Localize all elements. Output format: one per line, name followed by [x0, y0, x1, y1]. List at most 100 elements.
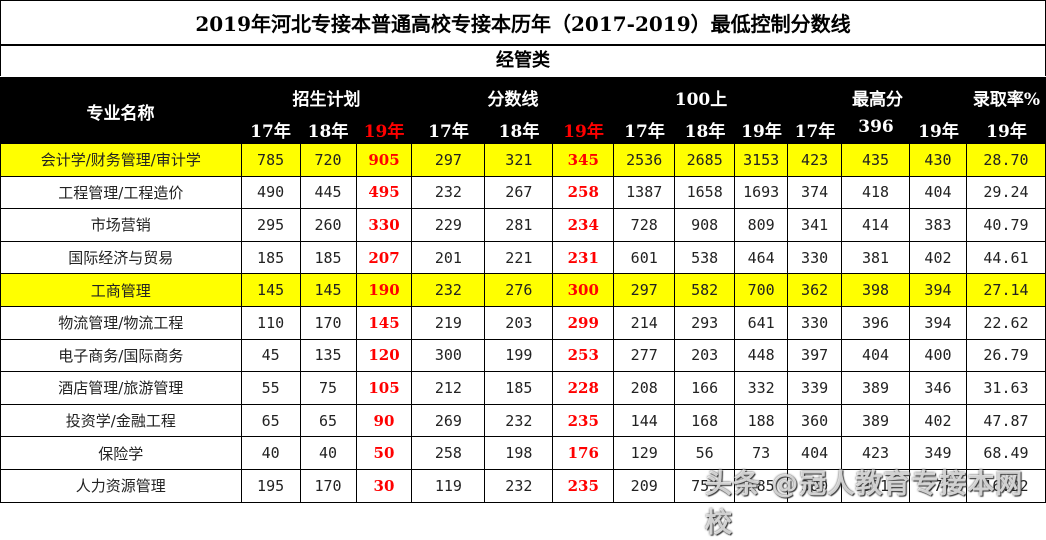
subheader-max-18: 396 — [858, 117, 894, 137]
subheader-100-17: 17年 — [624, 122, 665, 142]
value-cell: 198 — [484, 436, 554, 470]
value-cell: 1387 — [613, 175, 676, 210]
value-cell: 90 — [355, 403, 413, 438]
value-cell: 119 — [411, 468, 486, 503]
value-cell: 235 — [552, 403, 615, 438]
value-cell: 29.24 — [965, 175, 1046, 210]
header-major-name: 专业名称 — [86, 104, 155, 124]
value-cell: 601 — [613, 240, 676, 275]
score-table: 会计学/财务管理/审计学 785 720 905 297 321 345 2536 2685 31… — [0, 143, 1046, 503]
value-cell: 362 — [787, 273, 843, 307]
value-cell: 185 — [299, 240, 357, 275]
value-cell: 258 — [552, 175, 615, 210]
major-name-cell: 人力资源管理 — [0, 468, 242, 503]
value-cell: 166 — [674, 371, 736, 405]
table-row: 物流管理/物流工程 110 170 145 219 203 299 214 293 641 330 3… — [0, 305, 1046, 340]
subheader-plan-17: 17年 — [250, 122, 291, 142]
value-cell: 135 — [299, 338, 357, 373]
value-cell: 908 — [674, 208, 736, 242]
value-cell: 27.14 — [965, 273, 1046, 307]
value-cell: 300 — [411, 338, 486, 373]
header-group-admission-rate: 录取率% — [972, 90, 1041, 110]
value-cell: 232 — [411, 273, 486, 307]
value-cell: 40 — [299, 436, 357, 470]
value-cell: 345 — [552, 143, 615, 177]
value-cell: 404 — [787, 436, 843, 470]
value-cell: 28.70 — [965, 143, 1046, 177]
value-cell: 435 — [841, 143, 910, 177]
value-cell: 300 — [552, 273, 615, 307]
subheader-plan-19: 19年 — [363, 122, 405, 142]
value-cell: 144 — [613, 403, 676, 438]
value-cell: 190 — [355, 273, 413, 307]
value-cell: 414 — [841, 208, 910, 242]
value-cell: 269 — [411, 403, 486, 438]
value-cell: 55 — [240, 371, 301, 405]
header-group-enrollment: 招生计划 — [292, 90, 361, 110]
table-row: 工商管理 145 145 190 232 276 300 297 582 700 362 398 394… — [0, 273, 1046, 307]
value-cell: 389 — [841, 403, 910, 438]
header-group-100-above: 100上 — [674, 90, 728, 110]
value-cell: 176 — [552, 436, 615, 470]
value-cell: 212 — [411, 371, 486, 405]
value-cell: 232 — [484, 403, 554, 438]
value-cell: 397 — [787, 338, 843, 373]
value-cell: 394 — [909, 273, 967, 307]
value-cell: 582 — [674, 273, 736, 307]
value-cell: 30 — [355, 468, 413, 503]
value-cell: 229 — [411, 208, 486, 242]
value-cell: 374 — [787, 175, 843, 210]
value-cell: 495 — [355, 175, 413, 210]
value-cell: 809 — [734, 208, 789, 242]
value-cell: 195 — [240, 468, 301, 503]
value-cell: 464 — [734, 240, 789, 275]
subheader-score-18: 18年 — [498, 122, 540, 142]
value-cell: 110 — [240, 305, 301, 340]
value-cell: 3153 — [734, 143, 789, 177]
value-cell: 221 — [484, 240, 554, 275]
value-cell: 276 — [484, 273, 554, 307]
value-cell: 253 — [552, 338, 615, 373]
value-cell: 404 — [841, 338, 910, 373]
value-cell: 145 — [240, 273, 301, 307]
value-cell: 1658 — [674, 175, 736, 210]
value-cell: 26.79 — [965, 338, 1046, 373]
value-cell: 330 — [787, 305, 843, 340]
value-cell: 188 — [734, 403, 789, 438]
value-cell: 330 — [355, 208, 413, 242]
value-cell: 73 — [734, 436, 789, 470]
value-cell: 295 — [240, 208, 301, 242]
value-cell: 129 — [613, 436, 676, 470]
value-cell: 299 — [552, 305, 615, 340]
value-cell: 105 — [355, 371, 413, 405]
value-cell: 1693 — [734, 175, 789, 210]
value-cell: 65 — [299, 403, 357, 438]
value-cell: 321 — [484, 143, 554, 177]
value-cell: 402 — [909, 403, 967, 438]
value-cell: 538 — [674, 240, 736, 275]
value-cell: 332 — [734, 371, 789, 405]
value-cell: 228 — [552, 371, 615, 405]
value-cell: 423 — [787, 143, 843, 177]
value-cell: 380 — [787, 468, 843, 503]
subheader-score-19: 19年 — [563, 122, 604, 142]
value-cell: 31.63 — [965, 371, 1046, 405]
table-row: 酒店管理/旅游管理 55 75 105 212 185 228 208 166 332 339 389… — [0, 371, 1046, 405]
value-cell: 381 — [841, 240, 910, 275]
value-cell: 65 — [240, 403, 301, 438]
table-row: 会计学/财务管理/审计学 785 720 905 297 321 345 2536 2685 31… — [0, 143, 1046, 177]
table-row: 保险学 40 40 50 258 198 176 129 56 73 404 423 349 68.49 — [0, 436, 1046, 470]
value-cell: 448 — [734, 338, 789, 373]
value-cell: 235 — [552, 468, 615, 503]
value-cell: 170 — [299, 468, 357, 503]
value-cell: 728 — [613, 208, 676, 242]
value-cell: 40 — [240, 436, 301, 470]
subheader-plan-18: 18年 — [307, 122, 349, 142]
table-row: 国际经济与贸易 185 185 207 201 221 231 601 538 464 330 381… — [0, 240, 1046, 275]
table-row: 电子商务/国际商务 45 135 120 300 199 253 277 203 448 397 40… — [0, 338, 1046, 373]
value-cell: 404 — [909, 175, 967, 210]
major-name-cell: 投资学/金融工程 — [0, 403, 242, 438]
value-cell: 45 — [240, 338, 301, 373]
value-cell: 258 — [411, 436, 486, 470]
subheader-max-19: 19年 — [918, 122, 959, 142]
